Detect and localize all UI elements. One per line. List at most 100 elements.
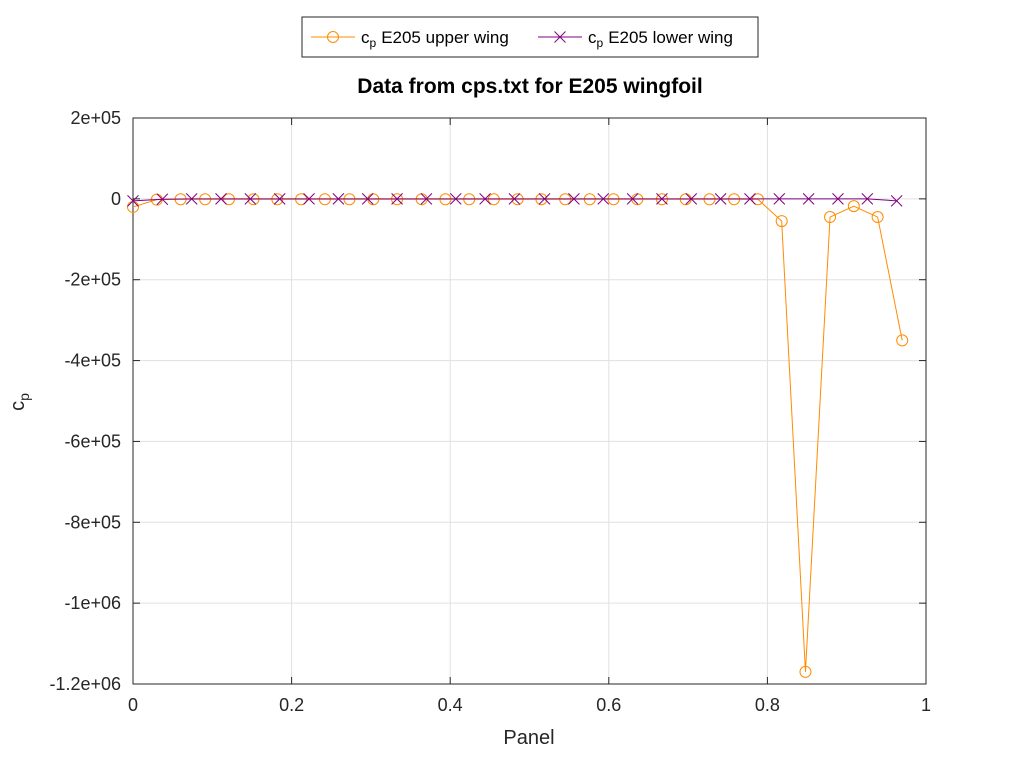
data-point	[273, 193, 286, 205]
data-point-stroke	[420, 193, 433, 205]
data-point	[185, 193, 198, 205]
data-point	[832, 193, 844, 205]
data-point-stroke	[303, 193, 315, 205]
data-point	[332, 193, 345, 205]
data-point-stroke	[391, 193, 403, 205]
data-point	[391, 193, 403, 205]
data-point-stroke	[273, 193, 286, 205]
data-point	[538, 193, 551, 205]
legend-label-sub: p	[370, 36, 377, 50]
data-point	[156, 193, 169, 206]
x-tick-label: 0.2	[279, 695, 304, 715]
data-point	[508, 193, 521, 205]
data-point	[871, 211, 884, 224]
legend-label: cp E205 lower wing	[588, 28, 733, 50]
data-point-stroke	[244, 193, 257, 205]
data-point-stroke	[449, 193, 462, 205]
y-tick-label: -6e+05	[64, 431, 121, 451]
data-point	[775, 215, 788, 228]
data-point	[420, 193, 433, 205]
y-tick-label: 0	[111, 189, 121, 209]
legend-label-prefix: c	[588, 28, 597, 47]
data-point	[685, 193, 698, 205]
data-point	[714, 193, 727, 205]
data-point	[244, 193, 257, 205]
legend: cp E205 upper wing cp E205 lower wing	[301, 16, 759, 58]
legend-label-prefix: c	[361, 28, 370, 47]
data-point	[479, 193, 491, 205]
data-point-stroke	[479, 193, 491, 205]
data-point	[802, 193, 815, 205]
x-tick-label: 0.6	[596, 695, 621, 715]
plot-frame	[132, 117, 927, 685]
x-tick-label: 0.8	[755, 695, 780, 715]
y-axis-label: cp	[7, 393, 32, 411]
data-point-stroke	[332, 193, 345, 205]
legend-box	[301, 16, 759, 58]
y-tick-label: -2e+05	[64, 270, 121, 290]
legend-entry: cp E205 lower wing	[538, 28, 733, 50]
data-point-stroke	[156, 193, 169, 206]
data-point-stroke	[538, 193, 551, 205]
data-point	[303, 193, 315, 205]
plot-area	[133, 118, 926, 684]
x-tick-label: 0.4	[438, 695, 463, 715]
data-point-stroke	[215, 193, 227, 205]
series-layer	[127, 193, 909, 678]
data-point-stroke	[626, 193, 639, 205]
data-point	[744, 193, 756, 205]
data-point-stroke	[714, 193, 727, 205]
y-tick-label: 2e+05	[70, 108, 121, 128]
data-point-stroke	[744, 193, 756, 205]
data-point-stroke	[685, 193, 698, 205]
data-point	[861, 193, 874, 205]
legend-label-sub: p	[597, 36, 604, 50]
data-point-stroke	[597, 193, 610, 205]
x-axis-label: Panel	[503, 727, 554, 749]
x-tick-label: 1	[921, 695, 931, 715]
data-point-stroke	[127, 195, 139, 207]
y-tick-label: -4e+05	[64, 351, 121, 371]
data-point-stroke	[861, 193, 874, 205]
y-axis-label-base: c	[7, 401, 29, 411]
x-tick-label: 0	[128, 695, 138, 715]
y-tick-label: -1e+06	[64, 593, 121, 613]
data-point	[361, 193, 374, 205]
data-point	[824, 211, 837, 224]
data-point	[626, 193, 639, 205]
data-point-stroke	[568, 193, 580, 205]
data-point	[127, 195, 139, 207]
data-point	[773, 193, 786, 205]
legend-swatch-marker	[554, 31, 566, 43]
data-point-stroke	[802, 193, 815, 205]
data-point-stroke	[832, 193, 844, 205]
data-point	[799, 665, 812, 678]
data-point-stroke	[890, 195, 903, 207]
data-point	[896, 334, 909, 347]
data-point-stroke	[185, 193, 198, 205]
legend-swatch-marker-stroke	[554, 31, 566, 43]
data-point-stroke	[656, 193, 668, 205]
y-tick-label: -8e+05	[64, 512, 121, 532]
data-point-stroke	[361, 193, 374, 205]
data-point-stroke	[773, 193, 786, 205]
data-point	[449, 193, 462, 205]
legend-entry: cp E205 upper wing	[311, 28, 509, 50]
legend-label: cp E205 upper wing	[361, 28, 509, 50]
data-point	[847, 200, 860, 213]
data-point-stroke	[508, 193, 521, 205]
y-tick-label: -1.2e+06	[49, 674, 121, 694]
legend-label-name: E205 upper wing	[381, 28, 509, 47]
data-point	[215, 193, 227, 205]
series-lower-wing	[127, 193, 903, 207]
data-point	[890, 195, 903, 207]
chart-title: Data from cps.txt for E205 wingfoil	[357, 75, 702, 98]
y-axis-label-sub: p	[16, 393, 32, 401]
data-point	[568, 193, 580, 205]
data-point	[597, 193, 610, 205]
legend-swatch-marker	[327, 31, 339, 43]
legend-label-name: E205 lower wing	[608, 28, 733, 47]
data-point	[656, 193, 668, 205]
ticks: 0 0.2 0.4 0.6 0.8 1 2e+05 0 -2e+05 -4e+05 -6e+05 -8…	[49, 108, 931, 715]
